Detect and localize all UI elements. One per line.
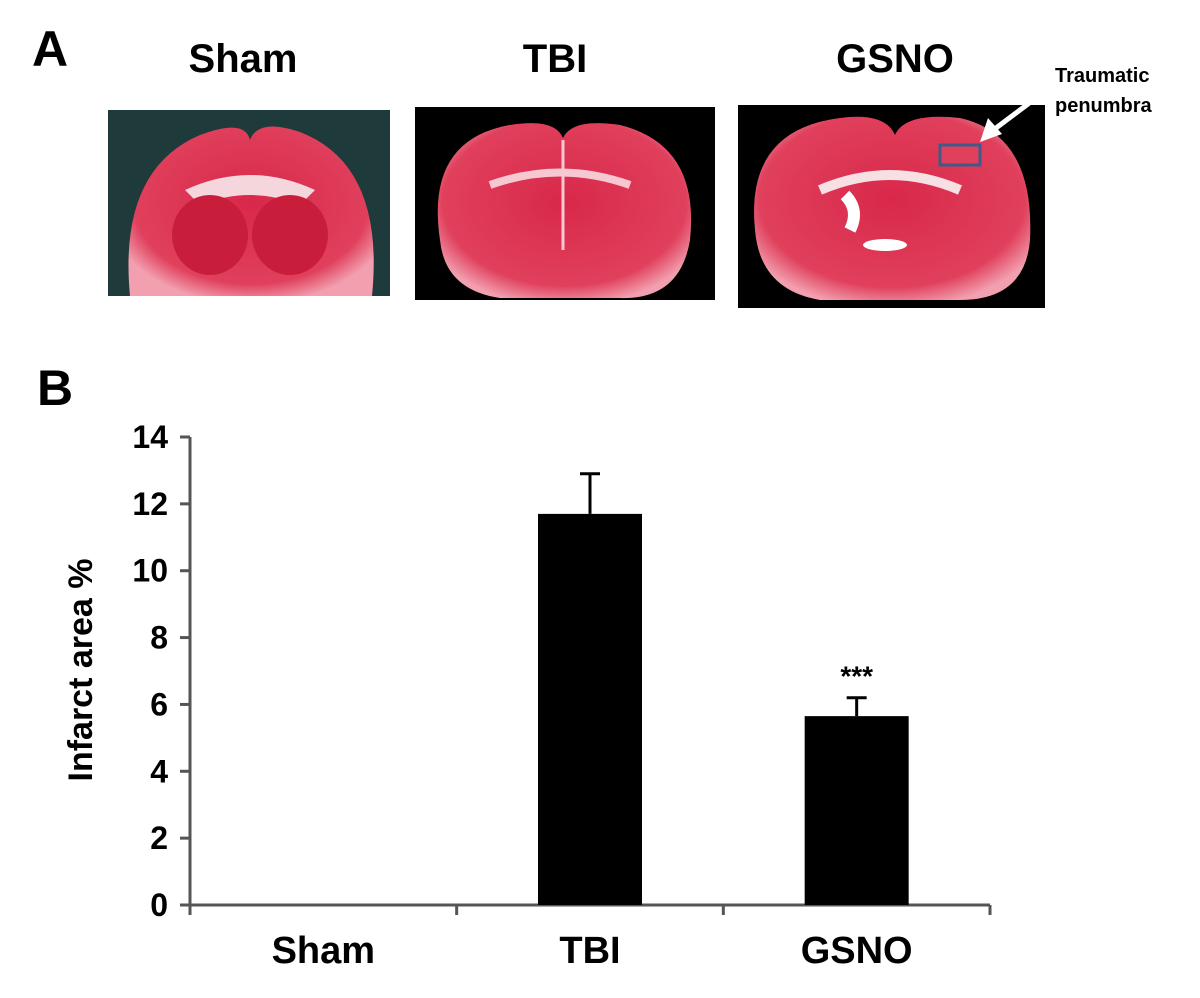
y-tick-label: 10: [132, 553, 168, 589]
bar: [804, 716, 909, 905]
y-tick-label: 8: [150, 620, 168, 656]
y-tick-label: 4: [150, 753, 168, 789]
significance: ***: [840, 661, 873, 692]
panel-label: B: [37, 360, 73, 416]
error-bar: [846, 696, 867, 717]
arrow: [986, 84, 1054, 136]
x-tick-label: Sham: [272, 930, 375, 972]
y-tick-label: 2: [150, 820, 168, 856]
error-bar: [580, 472, 600, 514]
image-title: GSNO: [836, 37, 954, 81]
arrow-head: [980, 118, 1002, 142]
image-title: Sham: [189, 37, 298, 81]
annotation: penumbra: [1055, 95, 1153, 117]
section-image: [738, 105, 1045, 308]
annotation: Traumatic: [1055, 65, 1149, 87]
y-tick-label: 14: [132, 419, 168, 455]
image-title: TBI: [523, 37, 587, 81]
panel-label: A: [32, 21, 68, 77]
bar: [538, 513, 642, 905]
x-tick-label: TBI: [559, 930, 620, 972]
section-image: [108, 110, 390, 296]
x-tick-label: GSNO: [801, 930, 913, 972]
y-tick-label: 12: [132, 486, 168, 522]
section-image: [415, 107, 715, 300]
y-tick-label: 0: [150, 887, 168, 923]
y-axis-label: Infarct area %: [62, 559, 100, 782]
y-tick-label: 6: [150, 686, 168, 722]
